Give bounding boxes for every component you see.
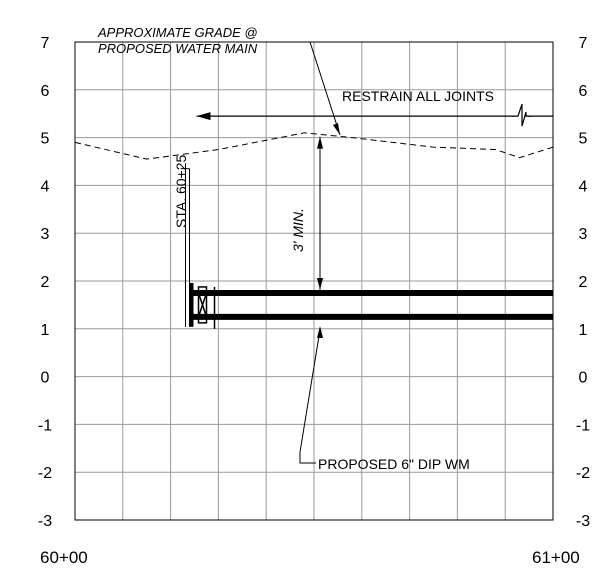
profile-grid [75,42,553,520]
grade-note-arrowhead [333,123,340,135]
restrain-arrowhead [196,112,211,121]
right-tick-label: -2 [576,465,590,482]
cover-note: 3' MIN. [290,208,306,252]
min-cover-dimension [317,136,323,290]
end-station-label: 61+00 [532,548,580,567]
right-tick-label: 6 [579,83,588,100]
water-main-pipe [189,282,553,329]
grade-note-line1: APPROXIMATE GRADE @ [97,25,258,40]
right-tick-label: 2 [579,274,588,291]
label-leaders [292,41,341,464]
left-tick-label: 7 [41,35,50,52]
right-tick-label: -1 [576,417,590,434]
restrain-break-mask [514,106,528,127]
left-elevation-axis: 7 6 5 4 3 2 1 0 -1 -2 -3 [38,35,52,530]
left-tick-label: 1 [41,322,50,339]
restrain-break-symbol [512,103,532,127]
left-tick-label: -2 [38,465,52,482]
plot-border [74,41,554,521]
grade-note-leader [292,41,341,136]
left-tick-label: 6 [41,83,50,100]
pipe-fitting [197,286,208,324]
left-tick-label: 0 [41,370,50,387]
left-tick-label: 5 [41,131,50,148]
right-tick-label: 3 [579,226,588,243]
right-tick-label: 5 [579,131,588,148]
left-tick-label: 2 [41,274,50,291]
existing-grade-line [74,132,554,160]
left-tick-label: -1 [38,417,52,434]
right-tick-label: 4 [579,178,588,195]
right-tick-label: 0 [579,370,588,387]
station-marker [180,168,190,327]
left-tick-label: 4 [41,178,50,195]
restrain-joints-line [196,103,553,127]
restrain-note: RESTRAIN ALL JOINTS [342,88,494,104]
right-tick-label: -3 [576,513,590,530]
station-note: STA. 60+25 [173,154,189,228]
pipe-note-arrowhead [317,326,323,338]
right-elevation-axis: 7 6 5 4 3 2 1 0 -1 -2 -3 [576,35,590,530]
grade-note-line2: PROPOSED WATER MAIN [98,41,258,56]
left-tick-label: 3 [41,226,50,243]
right-tick-label: 7 [579,35,588,52]
pipe-note: PROPOSED 6" DIP WM [318,456,470,472]
start-station-label: 60+00 [40,548,88,567]
pipe-note-leader [299,329,321,464]
pipe-fitting-cross [197,292,208,318]
left-tick-label: -3 [38,513,52,530]
right-tick-label: 1 [579,322,588,339]
cover-arrow-top [317,136,323,149]
cover-arrow-bottom [317,277,323,290]
